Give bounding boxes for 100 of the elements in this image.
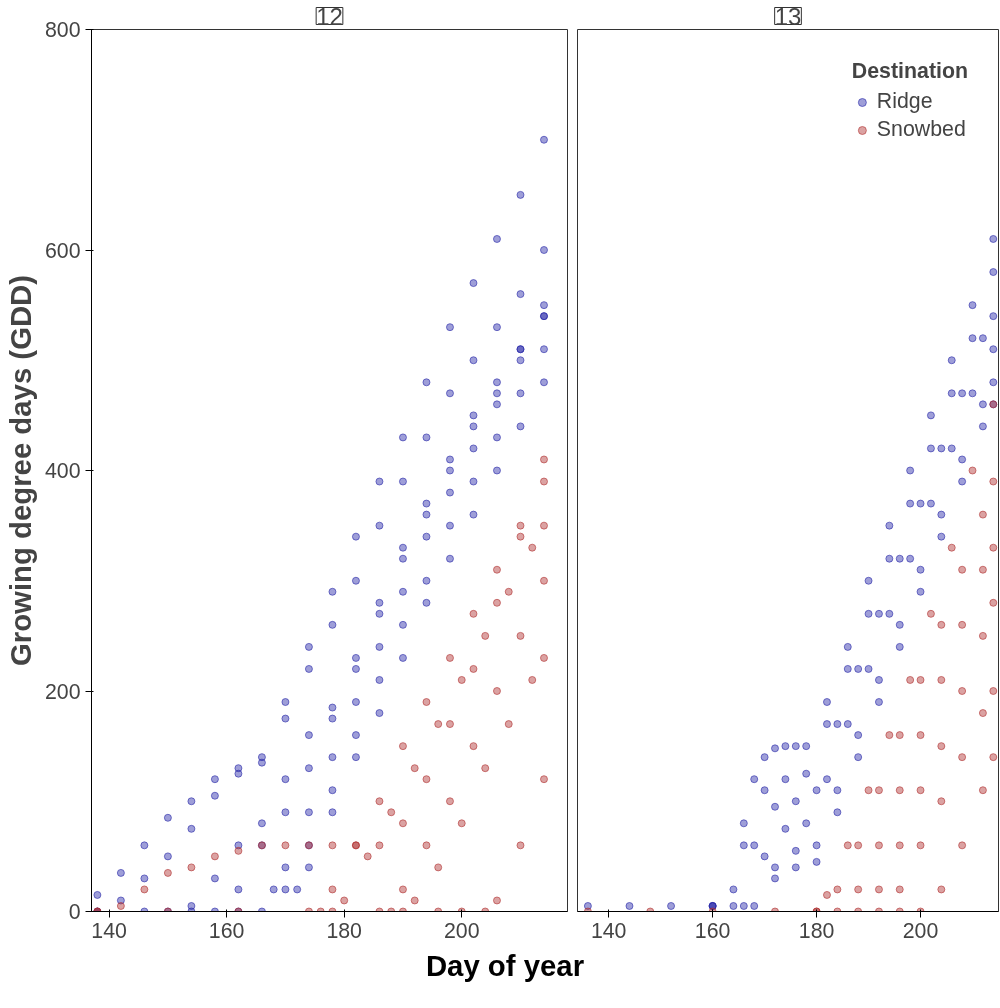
point: [895, 731, 904, 740]
point: [926, 609, 935, 618]
point: [989, 345, 998, 354]
point: [968, 389, 977, 398]
point: [812, 841, 821, 850]
point: [516, 841, 525, 850]
point: [854, 841, 863, 850]
point: [937, 510, 946, 519]
point: [492, 565, 501, 574]
point: [739, 841, 748, 850]
point: [469, 411, 478, 420]
point: [864, 664, 873, 673]
point: [328, 620, 337, 629]
point: [351, 753, 360, 762]
point: [516, 521, 525, 530]
point: [434, 720, 443, 729]
point: [328, 587, 337, 596]
point: [750, 901, 759, 910]
point: [760, 753, 769, 762]
point: [481, 764, 490, 773]
point: [375, 675, 384, 684]
point: [422, 576, 431, 585]
point: [375, 841, 384, 850]
point: [926, 499, 935, 508]
point: [304, 642, 313, 651]
point: [916, 675, 925, 684]
point: [445, 455, 454, 464]
point: [937, 532, 946, 541]
point: [504, 587, 513, 596]
point: [843, 720, 852, 729]
point: [398, 885, 407, 894]
point: [926, 411, 935, 420]
point: [410, 764, 419, 773]
point: [116, 868, 125, 877]
point: [445, 653, 454, 662]
point: [916, 587, 925, 596]
chart-title: 13: [774, 2, 802, 30]
point: [257, 758, 266, 767]
point: [163, 813, 172, 822]
point: [328, 714, 337, 723]
point: [916, 786, 925, 795]
point: [375, 521, 384, 530]
point: [667, 901, 676, 910]
point: [516, 190, 525, 199]
point: [281, 808, 290, 817]
point: [958, 841, 967, 850]
point: [539, 301, 548, 310]
point: [469, 742, 478, 751]
point: [492, 598, 501, 607]
point: [469, 664, 478, 673]
point: [116, 901, 125, 910]
point: [351, 731, 360, 740]
point: [989, 598, 998, 607]
point: [854, 731, 863, 740]
legend-label: Snowbed: [876, 117, 966, 142]
point: [351, 664, 360, 673]
point: [895, 620, 904, 629]
point: [398, 477, 407, 486]
point: [140, 885, 149, 894]
point: [539, 576, 548, 585]
point: [210, 775, 219, 784]
point: [469, 510, 478, 519]
point: [895, 885, 904, 894]
point: [854, 664, 863, 673]
point: [516, 631, 525, 640]
y-tick-label: 200: [44, 679, 81, 704]
point: [281, 841, 290, 850]
point: [257, 819, 266, 828]
point: [328, 753, 337, 762]
point: [539, 246, 548, 254]
point: [469, 422, 478, 431]
point: [906, 499, 915, 508]
point: [457, 819, 466, 828]
point: [989, 477, 998, 486]
point: [771, 802, 780, 811]
point: [802, 819, 811, 828]
x-axis-title: Day of year: [425, 948, 585, 984]
point: [281, 775, 290, 784]
point: [210, 791, 219, 800]
point: [328, 885, 337, 894]
point: [822, 890, 831, 899]
point: [140, 841, 149, 850]
point: [802, 742, 811, 751]
x-tick-label: 200: [902, 918, 939, 943]
x-tick-label: 180: [798, 918, 835, 943]
point: [978, 786, 987, 795]
point: [874, 841, 883, 850]
point: [791, 846, 800, 855]
point: [93, 890, 102, 899]
point: [989, 753, 998, 762]
point: [351, 698, 360, 707]
point: [293, 885, 302, 894]
point: [398, 433, 407, 442]
point: [833, 808, 842, 817]
point: [328, 841, 337, 850]
point: [422, 499, 431, 508]
point: [958, 477, 967, 486]
point: [864, 609, 873, 618]
point: [539, 653, 548, 662]
point: [958, 753, 967, 762]
